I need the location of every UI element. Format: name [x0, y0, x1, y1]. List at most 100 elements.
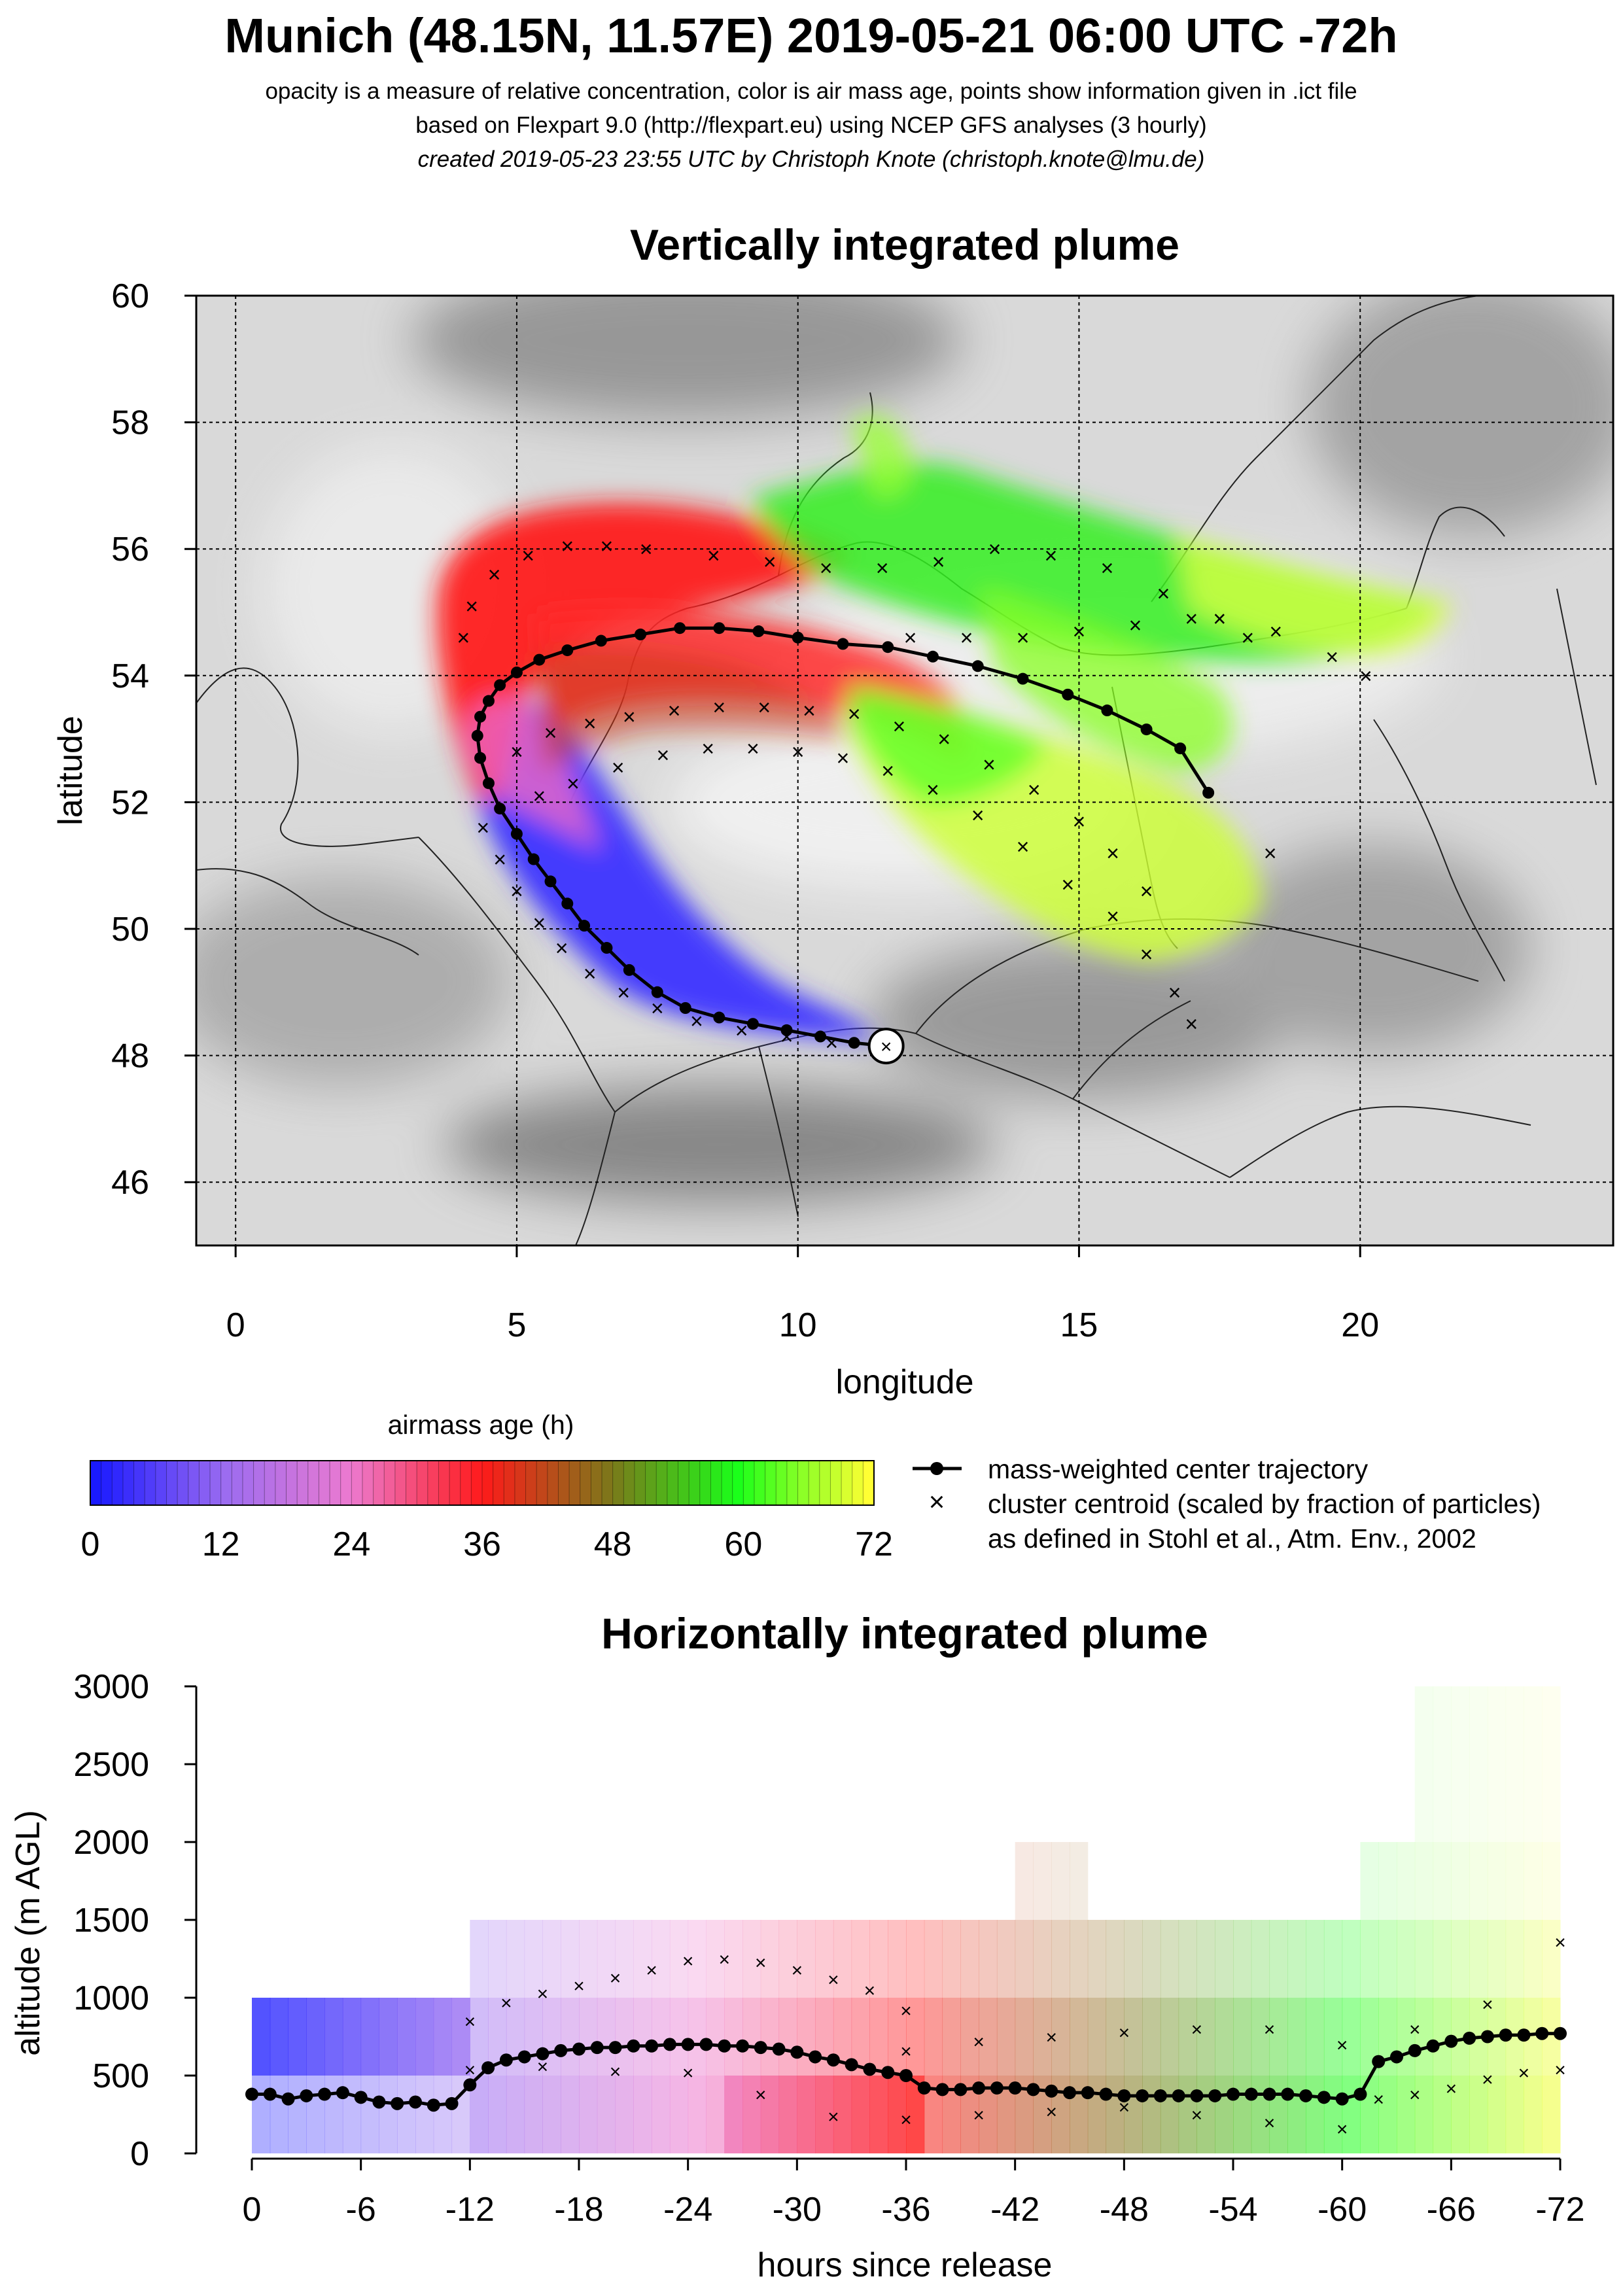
map-trajectory-point [746, 1018, 759, 1030]
map-trajectory-point [561, 897, 574, 910]
map-cluster-marker: × [1100, 556, 1113, 581]
altitude-plume-cell [1015, 1842, 1034, 1920]
colorbar-cell [743, 1461, 755, 1505]
map-cluster-marker: × [983, 752, 996, 777]
altitude-plume-cell [1160, 1920, 1179, 1998]
map-cluster-marker: × [1269, 619, 1282, 644]
altitude-trajectory-point [1081, 2086, 1094, 2100]
altitude-plume-cell [1251, 1920, 1270, 1998]
altitude-plume-cell [1469, 1842, 1488, 1920]
altitude-title: Horizontally integrated plume [601, 1609, 1208, 1658]
altitude-plume-cell [1469, 1686, 1488, 1842]
altitude-plume-cell [1015, 1920, 1034, 1998]
altitude-plume-cell [633, 1998, 652, 2076]
altitude-trajectory-point [263, 2087, 277, 2101]
map-cluster-marker: × [1185, 607, 1198, 632]
map-trajectory-point [792, 631, 804, 644]
map-ylabel: latitude [52, 716, 90, 826]
altitude-plume-cell [561, 1920, 580, 1998]
altitude-trajectory-point [1244, 2087, 1258, 2101]
colorbar-cell [340, 1461, 352, 1505]
map-cluster-marker: × [668, 699, 681, 723]
map-cluster-marker: × [1017, 835, 1030, 860]
altitude-ytick-label: 2500 [73, 1746, 149, 1784]
colorbar-cell [634, 1461, 646, 1505]
altitude-plume-cell [851, 1920, 870, 1998]
altitude-xtick-label: -6 [346, 2191, 376, 2229]
altitude-trajectory-point [1463, 2031, 1476, 2045]
subtitle-model: based on Flexpart 9.0 (http://flexpart.e… [415, 113, 1207, 138]
altitude-plume-cell [1233, 1998, 1252, 2076]
colorbar-cell [232, 1461, 243, 1505]
altitude-cluster-marker: × [500, 1992, 512, 2014]
altitude-ytick-label: 500 [92, 2057, 149, 2095]
map-trajectory-point [848, 1037, 860, 1049]
altitude-plume-cell [542, 1998, 561, 2076]
colorbar-cell [394, 1461, 407, 1505]
altitude-plume-cell [1015, 1998, 1034, 2076]
map-cluster-marker: × [825, 1031, 838, 1056]
colorbar-cell [112, 1461, 124, 1505]
map-cluster-marker: × [707, 544, 720, 568]
altitude-plume-cell [360, 1998, 379, 2076]
altitude-plume-cell [1469, 2076, 1488, 2153]
map-trajectory-point [713, 1011, 725, 1024]
altitude-trajectory-point [1517, 2028, 1531, 2042]
altitude-trajectory-point [645, 2039, 659, 2053]
altitude-plume-cell [1287, 1998, 1306, 2076]
altitude-plume-cell [1542, 1920, 1561, 1998]
altitude-plume-cell [688, 1920, 707, 1998]
altitude-plume-cell [1051, 1998, 1070, 2076]
map-xtick-label: 20 [1341, 1306, 1379, 1344]
map-cluster-marker: × [561, 534, 574, 559]
colorbar-cell [754, 1461, 766, 1505]
colorbar-cell [188, 1461, 200, 1505]
altitude-plume-cell [1487, 1686, 1507, 1842]
map-trajectory-point [635, 628, 647, 640]
colorbar-cell [830, 1461, 842, 1505]
colorbar-cell [330, 1461, 341, 1505]
figure-title: Munich (48.15N, 11.57E) 2019-05-21 06:00… [224, 9, 1398, 63]
altitude-cluster-marker: × [718, 1949, 730, 1971]
altitude-trajectory-point [1426, 2039, 1440, 2053]
altitude-plume-cell [1505, 1686, 1524, 1842]
altitude-trajectory-point [772, 2042, 786, 2056]
altitude-plume-cell [669, 2076, 689, 2153]
altitude-plume-cell [1033, 1920, 1052, 1998]
altitude-cluster-marker: × [1409, 2085, 1421, 2106]
altitude-trajectory-point [809, 2050, 822, 2064]
map-title: Vertically integrated plume [630, 220, 1179, 269]
colorbar-cell [656, 1461, 668, 1505]
map-cluster-marker: × [735, 1018, 748, 1043]
colorbar-cell [819, 1461, 831, 1505]
altitude-plume-cell [561, 2076, 580, 2153]
map-cluster-marker: × [584, 711, 597, 736]
altitude-plume-cell [433, 2076, 453, 2153]
altitude-xtick-label: -60 [1318, 2191, 1367, 2229]
altitude-plume-cell [415, 1998, 434, 2076]
altitude-plume-cell [1287, 1920, 1306, 1998]
altitude-trajectory-point [1535, 2026, 1549, 2040]
altitude-plume-cell [869, 1998, 888, 2076]
map-cluster-marker: × [544, 721, 557, 746]
altitude-plume-cell [724, 2076, 743, 2153]
colorbar-tick-label: 24 [332, 1525, 370, 1563]
altitude-plume-cell [797, 2076, 816, 2153]
altitude-plume-cell [724, 1998, 743, 2076]
altitude-xtick-label: -72 [1535, 2191, 1584, 2229]
colorbar-cell [264, 1461, 276, 1505]
altitude-plume-cell [869, 2076, 888, 2153]
altitude-trajectory-point [318, 2087, 332, 2101]
altitude-trajectory-point [1026, 2083, 1040, 2096]
map-cluster-marker: × [1140, 879, 1153, 904]
map-cluster-marker: × [617, 981, 630, 1005]
altitude-plume-cell [1397, 1842, 1416, 1920]
colorbar-cell [482, 1461, 494, 1505]
colorbar-cell [297, 1461, 309, 1505]
altitude-trajectory-point [1099, 2087, 1113, 2101]
map-cluster-marker: × [1128, 613, 1142, 638]
map-cluster-marker: × [758, 695, 771, 720]
altitude-trajectory-point [427, 2098, 440, 2112]
altitude-cluster-marker: × [573, 1975, 585, 1997]
map-ytick-label: 48 [111, 1037, 149, 1075]
